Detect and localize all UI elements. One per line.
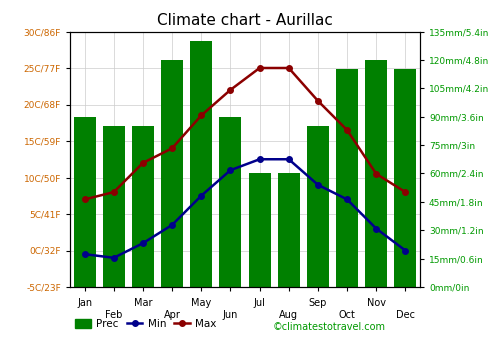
Text: Dec: Dec [396,310,415,320]
Bar [278,174,299,287]
Text: Sep: Sep [308,298,327,308]
Text: Jun: Jun [222,310,238,320]
Bar [336,69,358,287]
Bar [307,126,329,287]
Text: Jul: Jul [254,298,266,308]
Text: Apr: Apr [164,310,180,320]
Bar [394,69,416,287]
Bar [103,126,124,287]
Bar [248,174,270,287]
Bar [190,41,212,287]
Title: Climate chart - Aurillac: Climate chart - Aurillac [157,13,333,28]
Text: May: May [191,298,212,308]
Bar [132,126,154,287]
Bar [220,117,242,287]
Text: Jan: Jan [77,298,92,308]
Text: Mar: Mar [134,298,152,308]
Bar [161,60,183,287]
Text: ©climatestotravel.com: ©climatestotravel.com [273,322,386,331]
Text: Aug: Aug [279,310,298,320]
Legend: Prec, Min, Max: Prec, Min, Max [75,319,217,329]
Bar [74,117,96,287]
Bar [366,60,387,287]
Text: Feb: Feb [105,310,122,320]
Text: Nov: Nov [366,298,386,308]
Text: Oct: Oct [338,310,355,320]
